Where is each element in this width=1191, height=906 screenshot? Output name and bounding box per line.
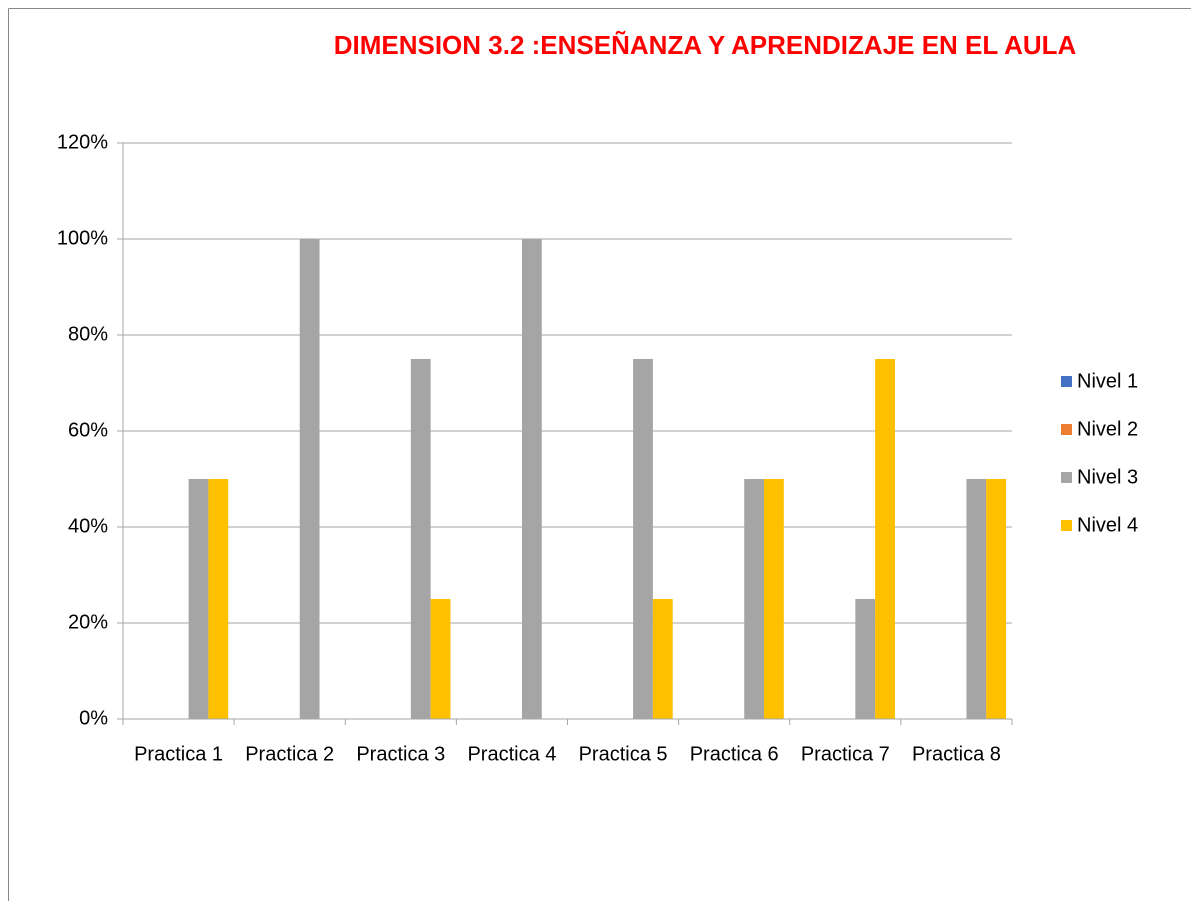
bar xyxy=(966,479,987,719)
bar xyxy=(410,359,431,719)
bar xyxy=(188,479,209,719)
y-tick-label: 120% xyxy=(57,131,108,153)
legend-swatch xyxy=(1061,424,1072,435)
bar xyxy=(744,479,765,719)
x-tick-label: Practica 3 xyxy=(356,743,445,765)
chart-title: DIMENSION 3.2 :ENSEÑANZA Y APRENDIZAJE E… xyxy=(334,30,1077,60)
legend-swatch xyxy=(1061,520,1072,531)
x-tick-label: Practica 6 xyxy=(690,743,779,765)
y-tick-label: 40% xyxy=(68,515,108,537)
x-tick-label: Practica 4 xyxy=(467,743,556,765)
bar xyxy=(855,599,876,719)
legend-swatch xyxy=(1061,472,1072,483)
y-tick-label: 60% xyxy=(68,419,108,441)
y-tick-label: 80% xyxy=(68,323,108,345)
bar xyxy=(521,239,542,719)
y-tick-label: 100% xyxy=(57,227,108,249)
y-tick-label: 20% xyxy=(68,611,108,633)
legend-label: Nivel 3 xyxy=(1077,466,1138,488)
legend-label: Nivel 1 xyxy=(1077,370,1138,392)
legend-swatch xyxy=(1061,376,1072,387)
bar xyxy=(764,479,784,719)
bar xyxy=(633,359,653,719)
x-tick-label: Practica 5 xyxy=(579,743,668,765)
bar xyxy=(299,239,320,719)
bar xyxy=(986,479,1007,719)
bar xyxy=(652,599,673,719)
x-tick-label: Practica 1 xyxy=(134,743,223,765)
y-tick-label: 0% xyxy=(79,707,108,729)
x-tick-label: Practica 7 xyxy=(801,743,890,765)
bar xyxy=(208,479,229,719)
legend-label: Nivel 2 xyxy=(1077,418,1138,440)
bar xyxy=(430,599,451,719)
x-tick-label: Practica 8 xyxy=(912,743,1001,765)
legend-label: Nivel 4 xyxy=(1077,514,1138,536)
x-tick-label: Practica 2 xyxy=(245,743,334,765)
bar xyxy=(875,359,895,719)
